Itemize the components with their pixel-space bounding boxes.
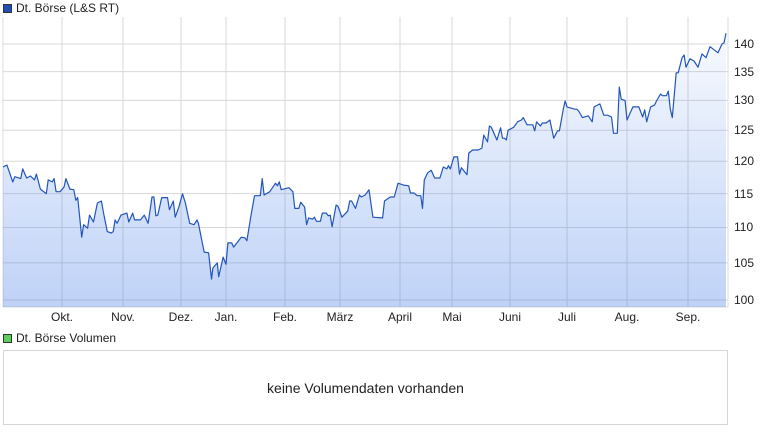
price-legend: Dt. Börse (L&S RT) — [3, 1, 119, 15]
volume-chart: keine Volumendaten vorhanden — [3, 350, 728, 425]
price-legend-label: Dt. Börse (L&S RT) — [16, 1, 120, 15]
y-tick-label: 105 — [734, 255, 755, 270]
x-tick-label: Okt. — [50, 310, 74, 324]
y-tick-label: 135 — [734, 64, 755, 79]
y-tick-label: 110 — [734, 220, 754, 235]
price-line — [2, 33, 727, 280]
y-tick-label: 140 — [734, 37, 755, 51]
y-tick-label: 120 — [734, 154, 755, 169]
x-tick-label: Aug. — [614, 310, 640, 324]
volume-legend-label: Dt. Börse Volumen — [16, 331, 117, 345]
y-tick-label: 125 — [734, 123, 755, 138]
y-tick-label: 100 — [734, 293, 755, 307]
x-tick-label: Sep. — [675, 310, 701, 324]
x-tick-label: Juli — [557, 310, 577, 324]
x-tick-label: April — [387, 310, 413, 324]
y-tick-label: 130 — [734, 93, 755, 108]
x-tick-label: Nov. — [111, 310, 135, 324]
volume-legend-swatch — [3, 333, 12, 343]
price-area — [3, 33, 726, 307]
price-legend-swatch — [3, 3, 12, 13]
x-tick-label: März — [326, 310, 354, 324]
x-tick-label: Juni — [498, 310, 522, 324]
x-tick-label: Feb. — [272, 310, 298, 324]
volume-empty-message: keine Volumendaten vorhanden — [267, 379, 464, 396]
x-tick-label: Jan. — [214, 310, 238, 324]
volume-legend: Dt. Börse Volumen — [3, 331, 116, 345]
price-chart — [2, 17, 729, 308]
y-tick-label: 115 — [734, 186, 754, 201]
x-tick-label: Mai — [442, 310, 462, 324]
x-tick-label: Dez. — [168, 310, 194, 324]
